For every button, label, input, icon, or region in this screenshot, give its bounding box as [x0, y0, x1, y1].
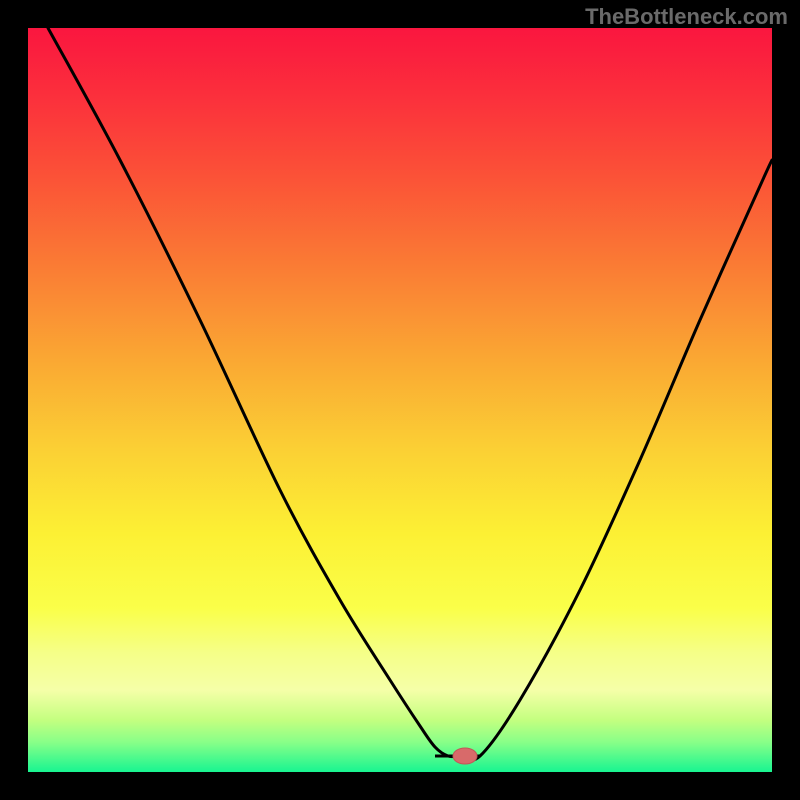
gradient-background: [28, 28, 772, 772]
watermark-text: TheBottleneck.com: [585, 4, 788, 30]
optimal-marker: [453, 748, 477, 764]
chart-svg: [0, 0, 800, 800]
bottleneck-chart: TheBottleneck.com: [0, 0, 800, 800]
